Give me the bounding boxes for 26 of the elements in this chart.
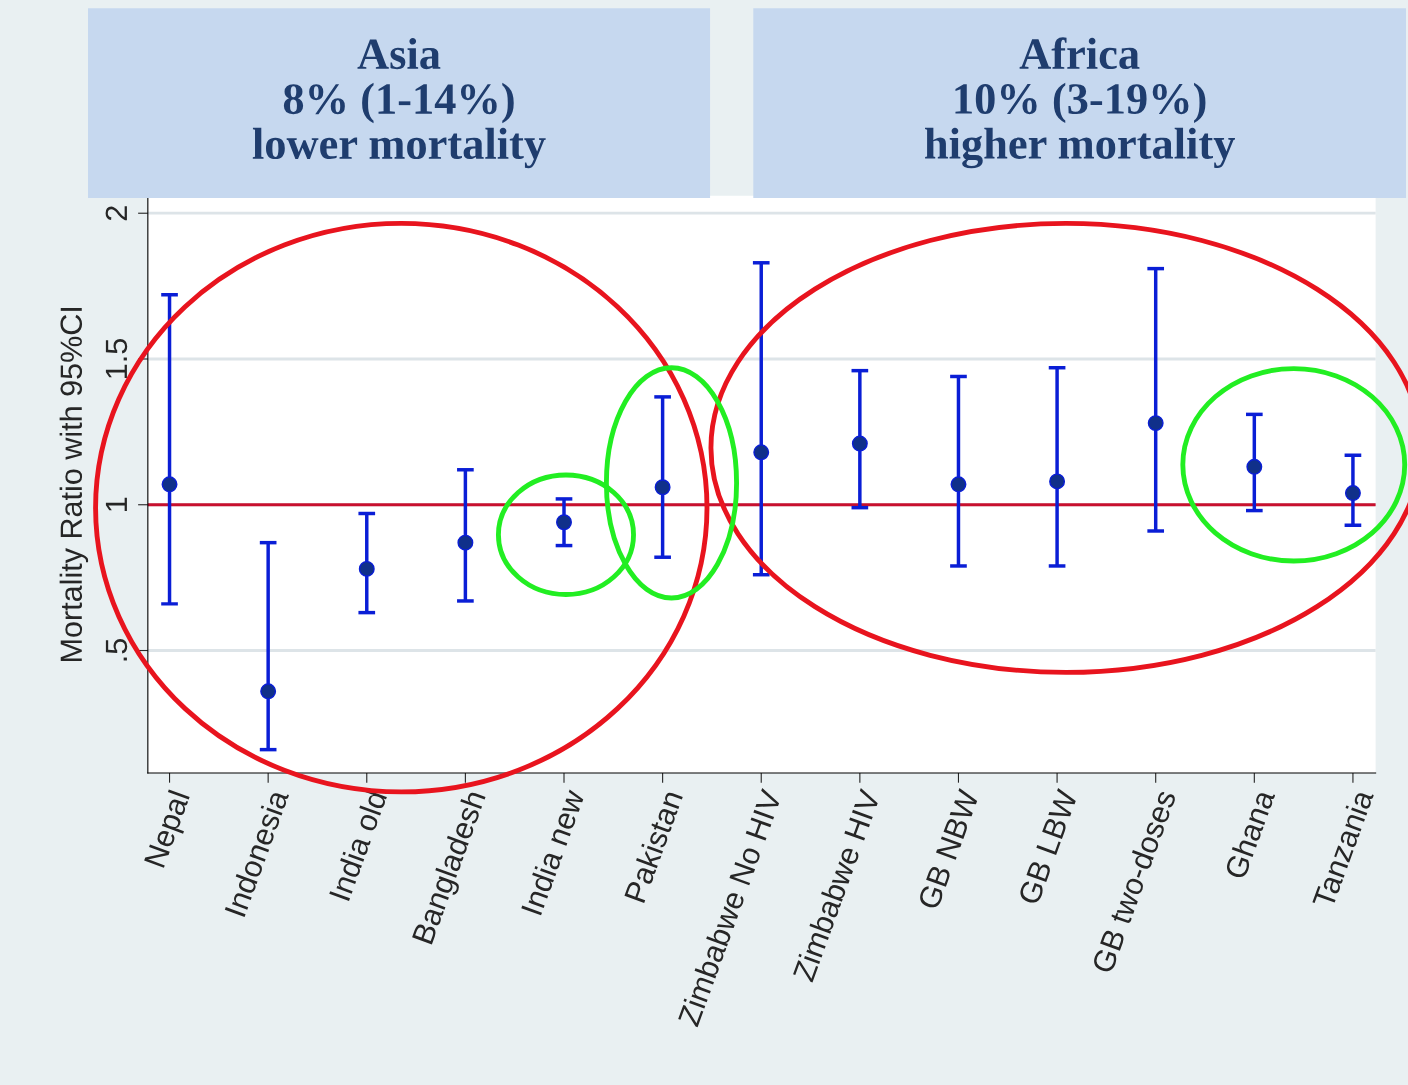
point: [1344, 485, 1361, 502]
point: [1049, 473, 1066, 490]
x-tick-label: Nepal: [143, 789, 196, 870]
text: Africa 10% (3-19%) higher mortality: [925, 37, 1235, 169]
point: [950, 476, 967, 493]
x-tick-label: GB LBW: [1017, 787, 1079, 906]
point: [654, 479, 671, 496]
x-tick-label: GB NBW: [917, 787, 980, 911]
y-tick-label: 2: [105, 206, 127, 221]
point: [851, 435, 868, 452]
point: [260, 683, 277, 700]
point: [1246, 458, 1263, 475]
y-tick-label: .5: [105, 639, 128, 661]
point: [358, 560, 375, 577]
y-tick-label: 1: [105, 497, 127, 511]
x-tick-label: India new: [520, 787, 586, 916]
point: [161, 476, 178, 493]
point: [556, 514, 572, 531]
x-tick-label: Ghana: [1223, 787, 1276, 880]
point: [753, 444, 770, 461]
point: [457, 534, 474, 551]
y-axis-title: Mortality Ratio with 95%CI: [59, 308, 89, 661]
text: Asia 8% (1-14%) lower mortality: [252, 37, 546, 169]
y-tick-label: 1.5: [105, 339, 128, 378]
x-tick-label: India old: [328, 789, 388, 902]
point: [1147, 415, 1164, 432]
